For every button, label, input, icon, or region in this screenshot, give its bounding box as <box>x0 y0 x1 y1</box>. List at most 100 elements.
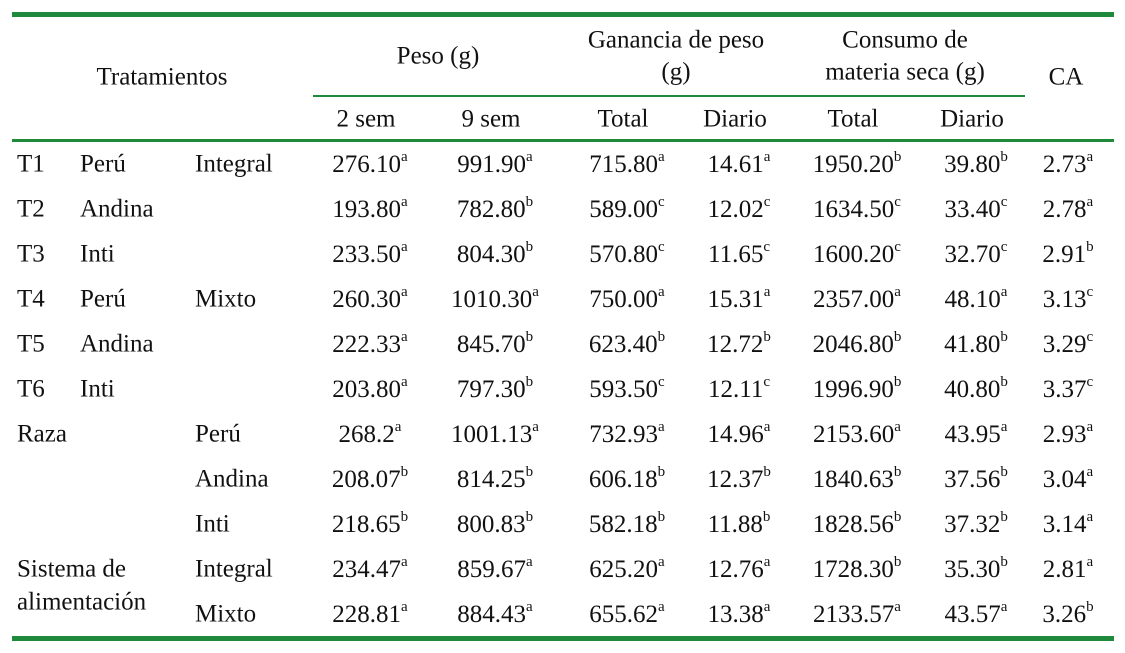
cell-superscript: b <box>1000 464 1008 480</box>
cell-superscript: c <box>1087 284 1094 300</box>
cell: 43.57a <box>945 599 1008 627</box>
cell: 203.80a <box>332 374 408 402</box>
cell: 655.62a <box>589 599 665 627</box>
cell-value: 1950.20 <box>813 151 894 178</box>
cell-superscript: a <box>526 599 533 615</box>
cell: 797.30b <box>457 374 533 402</box>
variety: Inti <box>80 241 115 268</box>
header: Peso (g) <box>397 43 480 70</box>
cell: 3.26b <box>1042 599 1093 627</box>
cell-value: 268.2 <box>339 421 395 448</box>
cell-superscript: a <box>401 374 408 390</box>
cell-value: 14.61 <box>708 151 764 178</box>
cell-value: 3.14 <box>1043 511 1087 538</box>
cell-superscript: a <box>658 554 665 570</box>
cell: 3.13c <box>1043 284 1094 312</box>
cell-value: 655.62 <box>589 601 658 628</box>
cell-value: 593.50 <box>589 376 658 403</box>
subheader: Diario <box>940 106 1004 133</box>
cell: 2.73a <box>1043 149 1094 177</box>
cell-superscript: b <box>658 464 666 480</box>
cell-superscript: a <box>401 149 408 165</box>
cell: 884.43a <box>457 599 533 627</box>
cell: 39.80b <box>944 149 1008 177</box>
cell-value: 2.81 <box>1043 556 1087 583</box>
cell: 1828.56b <box>813 509 902 537</box>
cell: 15.31a <box>708 284 771 312</box>
subheader: Total <box>597 106 648 133</box>
cell-superscript: b <box>1000 329 1008 345</box>
cell-superscript: b <box>1086 599 1094 615</box>
cell-superscript: a <box>1001 419 1008 435</box>
cell: 1996.90b <box>813 374 902 402</box>
cell-value: 2133.57 <box>813 601 894 628</box>
cell-value: 203.80 <box>332 376 401 403</box>
cell: 859.67a <box>457 554 533 582</box>
cell-superscript: a <box>1087 419 1094 435</box>
cell: 623.40b <box>589 329 665 357</box>
cell: 193.80a <box>332 194 408 222</box>
cell-value: 11.88 <box>708 511 763 538</box>
subheader: Total <box>827 106 878 133</box>
cell: 800.83b <box>457 509 533 537</box>
cell-superscript: b <box>1000 374 1008 390</box>
cell: 814.25b <box>457 464 533 492</box>
code: T5 <box>17 331 45 358</box>
cell-value: 1828.56 <box>813 511 894 538</box>
cell: 12.11c <box>708 374 770 402</box>
cell-superscript: b <box>1000 509 1008 525</box>
cell-superscript: a <box>526 554 533 570</box>
cell-value: 814.25 <box>457 466 526 493</box>
cell: 12.72b <box>707 329 771 357</box>
cell: 268.2a <box>339 419 402 447</box>
cell-value: 33.40 <box>945 196 1001 223</box>
cell: 582.18b <box>589 509 665 537</box>
cell-value: 48.10 <box>945 286 1001 313</box>
cell-value: 732.93 <box>589 421 658 448</box>
cell-value: 37.32 <box>944 511 1000 538</box>
group-rule <box>313 95 1025 97</box>
cell-value: 1600.20 <box>813 241 894 268</box>
cell-superscript: b <box>894 554 902 570</box>
cell-value: 750.00 <box>589 286 658 313</box>
cell-superscript: a <box>401 554 408 570</box>
cell-value: 208.07 <box>332 466 401 493</box>
cell-value: 32.70 <box>945 241 1001 268</box>
cell: 2.81a <box>1043 554 1094 582</box>
header: Tratamientos <box>96 64 227 91</box>
cell-superscript: b <box>526 509 534 525</box>
cell: 3.04a <box>1043 464 1094 492</box>
cell: 41.80b <box>944 329 1008 357</box>
cell-superscript: b <box>526 194 534 210</box>
cell-superscript: b <box>526 329 534 345</box>
cell-superscript: b <box>763 509 771 525</box>
cell: 2357.00a <box>813 284 901 312</box>
cell-value: 1996.90 <box>813 376 894 403</box>
cell-superscript: b <box>658 509 666 525</box>
cell-superscript: b <box>401 509 409 525</box>
cell-superscript: a <box>658 599 665 615</box>
cell-superscript: c <box>1087 329 1094 345</box>
cell-value: 218.65 <box>332 511 401 538</box>
group-label: Sistema de <box>17 556 126 583</box>
cell-superscript: b <box>763 464 771 480</box>
cell-value: 11.65 <box>708 241 763 268</box>
cell-superscript: b <box>894 374 902 390</box>
cell-superscript: a <box>1087 194 1094 210</box>
cell: 32.70c <box>945 239 1008 267</box>
cell-superscript: a <box>658 284 665 300</box>
header: materia seca (g) <box>825 59 985 86</box>
cell-superscript: c <box>1087 374 1094 390</box>
cell-value: 884.43 <box>457 601 526 628</box>
cell: 845.70b <box>457 329 533 357</box>
cell: 208.07b <box>332 464 408 492</box>
code: T3 <box>17 241 45 268</box>
cell-superscript: b <box>1086 239 1094 255</box>
cell: 37.32b <box>944 509 1008 537</box>
system: Mixto <box>195 286 256 313</box>
cell: 3.37c <box>1043 374 1094 402</box>
cell-superscript: b <box>1000 149 1008 165</box>
cell-value: 234.47 <box>332 556 401 583</box>
cell-value: 12.11 <box>708 376 763 403</box>
cell-superscript: a <box>764 149 771 165</box>
